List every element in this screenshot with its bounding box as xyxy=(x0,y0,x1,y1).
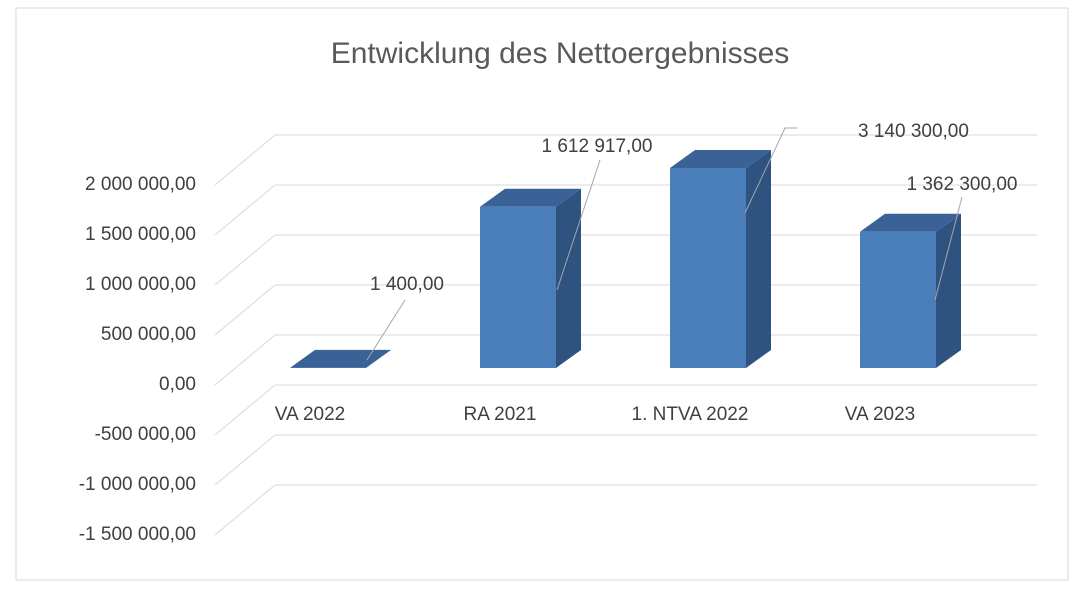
grid-line xyxy=(214,334,276,386)
data-label: 1 362 300,00 xyxy=(907,174,1018,195)
chart-title: Entwicklung des Nettoergebnisses xyxy=(331,37,790,70)
data-label: 3 140 300,00 xyxy=(858,121,969,142)
bar-front xyxy=(670,168,746,368)
bar-top xyxy=(480,188,581,207)
grid-line xyxy=(214,284,276,336)
x-tick-label: VA 2023 xyxy=(845,404,915,425)
bar xyxy=(480,188,581,368)
bar-side xyxy=(746,150,771,368)
bar-side xyxy=(936,213,961,368)
bar-top xyxy=(290,349,391,368)
bar xyxy=(860,213,961,368)
y-tick-label: -500 000,00 xyxy=(95,424,196,445)
y-tick-label: 2 000 000,00 xyxy=(85,174,196,195)
bar-side xyxy=(556,188,581,368)
y-tick-label: -1 500 000,00 xyxy=(79,524,196,545)
leader-line xyxy=(744,127,797,214)
x-tick-label: RA 2021 xyxy=(464,404,537,425)
bar xyxy=(670,150,771,368)
grid-line xyxy=(214,384,276,436)
bar-top xyxy=(670,150,771,168)
data-label: 1 400,00 xyxy=(370,274,444,295)
x-tick-label: 1. NTVA 2022 xyxy=(632,404,749,425)
grid-line xyxy=(214,434,276,486)
bar-front xyxy=(860,231,936,368)
bar xyxy=(290,349,391,368)
data-label: 1 612 917,00 xyxy=(542,136,653,157)
leader-line xyxy=(934,196,963,301)
grid-line xyxy=(214,234,276,286)
grid-line xyxy=(214,134,276,186)
x-tick-label: VA 2022 xyxy=(275,404,345,425)
y-tick-label: 1 500 000,00 xyxy=(85,224,196,245)
grid-line xyxy=(214,484,276,536)
bar-side xyxy=(366,349,391,368)
y-tick-label: 0,00 xyxy=(159,374,196,395)
bar-top xyxy=(860,213,961,232)
leader-line xyxy=(366,299,406,361)
bar-front xyxy=(480,206,556,368)
leader-line xyxy=(556,159,601,291)
y-tick-label: 500 000,00 xyxy=(101,324,196,345)
grid-line xyxy=(214,184,276,236)
y-tick-label: 1 000 000,00 xyxy=(85,274,196,295)
y-tick-label: -1 000 000,00 xyxy=(79,474,196,495)
